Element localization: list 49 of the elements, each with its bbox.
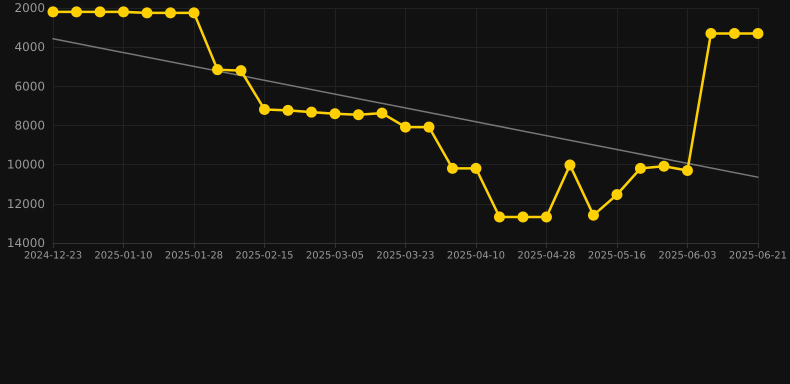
point bbox=[329, 108, 340, 120]
point bbox=[352, 109, 364, 120]
point bbox=[752, 28, 764, 39]
point bbox=[400, 122, 411, 133]
point bbox=[470, 162, 482, 174]
x-tick-label: 2025-04-10 bbox=[446, 250, 506, 262]
x-tick-label: 2025-05-16 bbox=[588, 250, 646, 262]
x-tick-label: 2025-06-03 bbox=[658, 250, 717, 262]
y-tick-label: 4000 bbox=[14, 40, 45, 54]
x-tick-label: 2025-01-28 bbox=[164, 250, 224, 262]
x-tick-label: 2025-03-05 bbox=[306, 250, 364, 262]
point bbox=[446, 162, 458, 174]
y-tick-label: 14000 bbox=[6, 236, 45, 250]
point bbox=[71, 6, 82, 18]
point bbox=[165, 7, 176, 18]
point bbox=[188, 7, 200, 18]
point bbox=[682, 165, 693, 176]
point bbox=[564, 160, 576, 171]
y-tick-label: 2000 bbox=[14, 1, 45, 15]
point bbox=[611, 189, 622, 200]
point bbox=[423, 122, 434, 133]
y-tick-label: 8000 bbox=[14, 118, 45, 132]
point bbox=[634, 162, 646, 174]
point bbox=[94, 6, 106, 18]
point bbox=[658, 160, 670, 172]
point bbox=[142, 7, 152, 18]
x-tick-label: 2025-04-28 bbox=[517, 250, 576, 262]
point bbox=[118, 6, 129, 18]
point bbox=[494, 211, 505, 222]
point bbox=[588, 210, 599, 221]
x-tick-label: 2024-12-23 bbox=[24, 250, 82, 262]
y-tick-label: 10000 bbox=[6, 158, 45, 172]
x-tick-label: 2025-06-21 bbox=[728, 250, 788, 262]
point bbox=[540, 211, 552, 222]
point bbox=[728, 28, 740, 39]
point bbox=[235, 65, 246, 76]
point bbox=[376, 108, 388, 119]
x-tick-label: 2025-02-15 bbox=[235, 250, 294, 262]
point bbox=[306, 106, 317, 118]
x-tick-label: 2025-01-10 bbox=[94, 250, 153, 262]
point bbox=[258, 104, 270, 115]
point bbox=[517, 211, 528, 222]
point bbox=[705, 28, 716, 39]
y-tick-label: 12000 bbox=[6, 196, 45, 211]
point bbox=[212, 64, 223, 76]
point bbox=[48, 6, 58, 18]
point bbox=[282, 104, 294, 116]
y-tick-label: 6000 bbox=[14, 79, 45, 94]
x-tick-label: 2025-03-23 bbox=[376, 250, 435, 262]
